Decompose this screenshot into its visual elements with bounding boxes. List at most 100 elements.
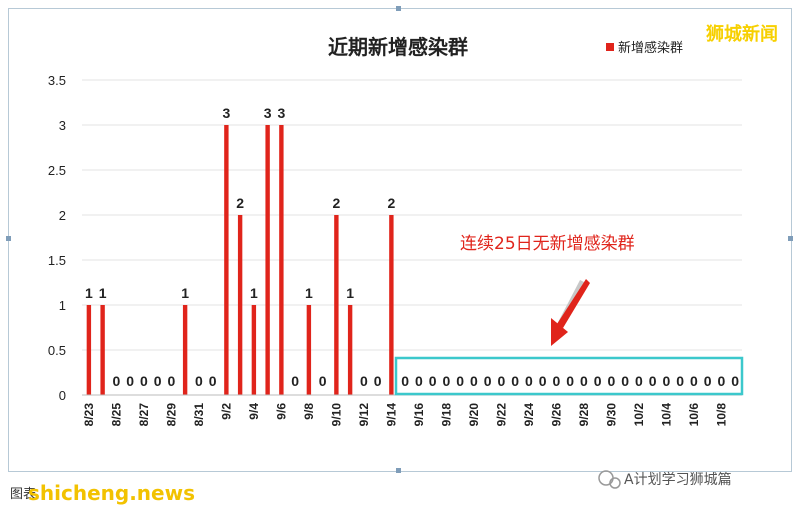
y-tick-label: 3.5: [48, 73, 66, 88]
grid: [82, 79, 742, 351]
data-label: 0: [676, 373, 684, 389]
bar: [347, 305, 353, 395]
figure-caption: 图表: [10, 487, 36, 502]
x-tick-label: 9/26: [549, 403, 563, 427]
y-tick-label: 2: [59, 208, 66, 223]
x-tick-label: 9/22: [494, 403, 508, 427]
data-label: 0: [511, 373, 519, 389]
bar: [237, 215, 243, 395]
legend: 新增感染群: [606, 40, 683, 56]
bar: [389, 215, 394, 395]
x-tick-label: 10/8: [714, 403, 728, 427]
data-label: 0: [374, 373, 382, 389]
watermark-top-right: 狮城新闻: [706, 23, 778, 45]
bar: [265, 125, 270, 395]
y-tick-label: 1: [59, 298, 66, 313]
data-label: 2: [332, 195, 340, 211]
data-label: 0: [319, 373, 327, 389]
data-label: 0: [401, 373, 409, 389]
data-label: 1: [99, 285, 107, 301]
x-tick-label: 9/24: [522, 403, 536, 427]
x-tick-label: 8/29: [164, 403, 178, 427]
x-tick-label: 8/31: [192, 403, 206, 427]
data-label: 0: [470, 373, 478, 389]
x-tick-label: 9/16: [412, 403, 426, 427]
data-label: 2: [387, 195, 395, 211]
data-label: 1: [181, 285, 189, 301]
data-label: 0: [621, 373, 629, 389]
bar: [100, 305, 105, 395]
y-tick-label: 2.5: [48, 163, 66, 178]
data-label: 0: [594, 373, 602, 389]
x-tick-label: 9/30: [604, 403, 618, 427]
data-label: 0: [690, 373, 698, 389]
data-label: 0: [429, 373, 437, 389]
data-label: 0: [126, 373, 134, 389]
data-label: 0: [607, 373, 615, 389]
data-label: 0: [167, 373, 175, 389]
data-label: 0: [566, 373, 574, 389]
data-label: 0: [580, 373, 588, 389]
annotation-text: 连续25日无新增感染群: [460, 234, 635, 254]
bar: [279, 125, 284, 395]
y-axis: 0 0.5 1 1.5 2 2.5 3 3.5: [48, 73, 66, 403]
data-label: 0: [552, 373, 560, 389]
data-label: 0: [456, 373, 464, 389]
x-tick-label: 10/4: [659, 403, 673, 427]
y-tick-label: 3: [59, 118, 66, 133]
x-tick-label: 9/18: [439, 403, 453, 427]
data-label: 2: [236, 195, 244, 211]
bar: [334, 215, 339, 395]
x-tick-label: 9/12: [357, 403, 371, 427]
bar: [224, 125, 229, 395]
data-label: 0: [731, 373, 739, 389]
highlight-box: [394, 356, 744, 396]
data-label: 0: [539, 373, 547, 389]
x-tick-label: 9/2: [219, 403, 233, 420]
y-tick-label: 0.5: [48, 343, 66, 358]
data-label: 0: [209, 373, 217, 389]
chart-title: 近期新增感染群: [328, 35, 468, 59]
account-name: A计划学习狮城篇: [624, 472, 732, 488]
x-tick-label: 10/6: [687, 403, 701, 427]
y-tick-label: 0: [59, 388, 66, 403]
x-tick-label: 8/23: [82, 403, 96, 427]
resize-handle-bottom[interactable]: [396, 468, 401, 473]
data-label: 0: [525, 373, 533, 389]
data-label: 3: [264, 105, 272, 121]
y-tick-label: 1.5: [48, 253, 66, 268]
data-label: 0: [195, 373, 203, 389]
data-label: 0: [112, 373, 120, 389]
data-label: 0: [291, 373, 299, 389]
x-axis: 8/23 8/25 8/27 8/29 8/31 9/2 9/4 9/6 9/8 9/10 9/12…: [82, 403, 729, 427]
watermark-site: shicheng.news: [28, 481, 195, 505]
data-label: 0: [442, 373, 450, 389]
resize-handle-left[interactable]: [6, 236, 11, 241]
data-label: 3: [277, 105, 285, 121]
resize-handle-top[interactable]: [396, 6, 401, 11]
wechat-icon: [598, 470, 621, 489]
data-label: 0: [704, 373, 712, 389]
bar: [251, 305, 257, 395]
legend-label: 新增感染群: [618, 40, 683, 56]
data-label: 1: [346, 285, 354, 301]
x-tick-label: 9/20: [467, 403, 481, 427]
data-label: 0: [140, 373, 148, 389]
data-label: 0: [154, 373, 162, 389]
x-tick-label: 8/27: [137, 403, 151, 427]
x-tick-label: 9/8: [302, 403, 316, 420]
legend-swatch: [606, 43, 614, 51]
x-tick-label: 9/6: [274, 403, 288, 420]
annotation-arrow: [551, 279, 590, 346]
data-label: 0: [662, 373, 670, 389]
data-label: 1: [250, 285, 258, 301]
data-label: 0: [635, 373, 643, 389]
x-tick-label: 10/2: [632, 403, 646, 427]
x-tick-label: 8/25: [109, 403, 123, 427]
data-label: 3: [222, 105, 230, 121]
bars: [86, 125, 394, 395]
resize-handle-right[interactable]: [788, 236, 793, 241]
data-label: 0: [484, 373, 492, 389]
